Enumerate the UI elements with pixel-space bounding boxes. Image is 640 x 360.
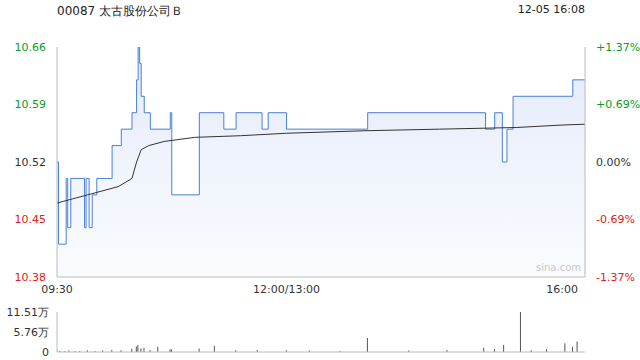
html-text:00087 太古股份公司Ｂ: 00087 太古股份公司Ｂ [57,4,183,18]
svg-text:5.76万: 5.76万 [14,326,50,339]
svg-text:-1.37%: -1.37% [596,271,632,284]
html-text:12-05 16:08: 12-05 16:08 [517,3,585,16]
svg-text:+0.69%: +0.69% [596,98,632,111]
svg-text:09:30: 09:30 [41,283,73,296]
svg-text:-0.69%: -0.69% [596,213,632,226]
svg-text:0.00%: 0.00% [596,156,631,169]
svg-text:10.66: 10.66 [15,41,47,54]
svg-text:0: 0 [42,346,49,358]
html-text:sina.com: sina.com [536,262,581,273]
svg-text:12:00/13:00: 12:00/13:00 [253,283,320,296]
svg-text:11.51万: 11.51万 [8,306,49,319]
svg-text:10.52: 10.52 [15,156,47,169]
svg-text:16:00: 16:00 [546,283,578,296]
svg-text:10.38: 10.38 [15,271,47,284]
svg-text:10.59: 10.59 [15,98,47,111]
svg-text:10.45: 10.45 [15,213,47,226]
svg-text:+1.37%: +1.37% [596,41,632,54]
